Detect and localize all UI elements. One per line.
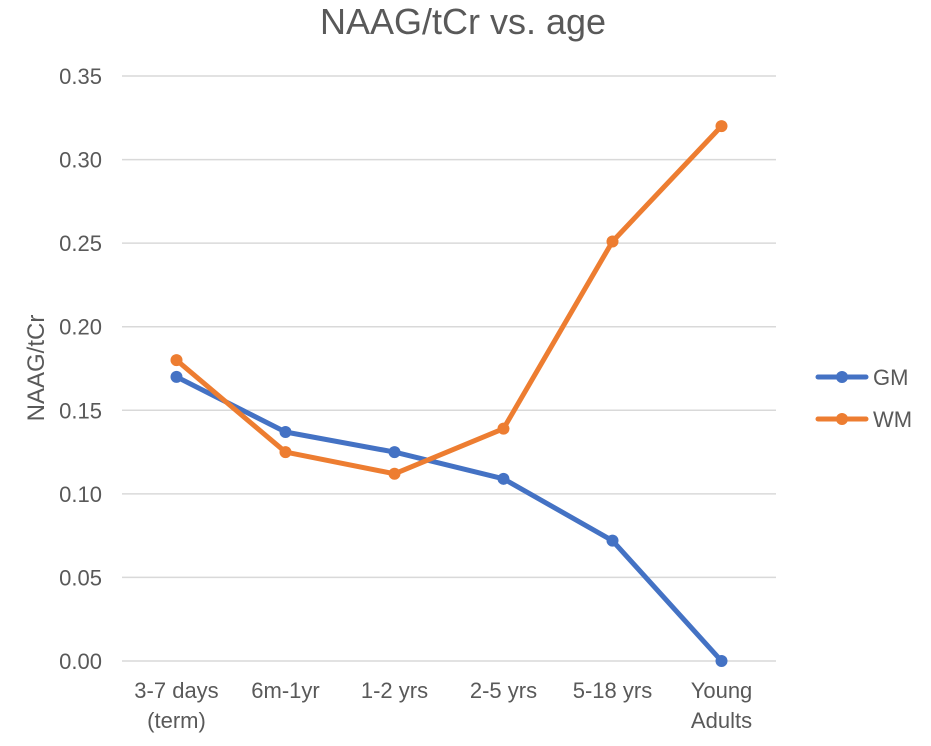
data-point-gm — [388, 446, 401, 459]
y-tick-label: 0.20 — [59, 315, 102, 340]
x-tick-label-line: 2-5 yrs — [470, 678, 537, 703]
series-line-wm — [174, 123, 724, 477]
y-tick-label: 0.30 — [59, 148, 102, 173]
x-tick-label: 2-5 yrs — [470, 678, 537, 703]
series-line-gm — [174, 374, 724, 664]
y-tick-label: 0.35 — [59, 64, 102, 89]
y-axis-ticks: 0.00 0.05 0.10 0.15 0.20 0.25 0.30 0.35 — [59, 64, 102, 674]
data-point-gm — [715, 655, 728, 667]
legend-marker-gm — [836, 371, 848, 383]
y-tick-label: 0.25 — [59, 231, 102, 256]
x-tick-label: 1-2 yrs — [361, 678, 428, 703]
x-axis-ticks: 3-7 days (term) 6m-1yr 1-2 yrs 2-5 yrs 5-18 y… — [134, 678, 752, 733]
data-point-gm — [170, 370, 183, 383]
x-tick-label-line: 3-7 days — [134, 678, 218, 703]
x-tick-label: 6m-1yr — [251, 678, 319, 703]
y-tick-label: 0.00 — [59, 649, 102, 674]
x-tick-label-line: 1-2 yrs — [361, 678, 428, 703]
x-tick-label: 3-7 days (term) — [134, 678, 218, 733]
data-point-wm — [715, 120, 728, 133]
x-tick-label: 5-18 yrs — [573, 678, 652, 703]
gridlines — [122, 75, 776, 662]
legend-label-gm: GM — [873, 365, 908, 390]
y-axis-label: NAAG/tCr — [23, 315, 50, 422]
data-point-gm — [606, 534, 619, 547]
x-tick-label-line: (term) — [147, 708, 206, 733]
y-tick-label: 0.05 — [59, 565, 102, 590]
x-tick-label-line: 6m-1yr — [251, 678, 319, 703]
chart-title: NAAG/tCr vs. age — [320, 1, 606, 42]
series-layer — [170, 120, 728, 667]
legend: GM WM — [815, 365, 912, 432]
data-point-wm — [170, 354, 183, 367]
x-tick-label: Young Adults — [691, 678, 753, 733]
data-point-gm — [279, 426, 292, 439]
x-tick-label-line: Young — [691, 678, 753, 703]
data-point-wm — [388, 467, 401, 480]
legend-marker-wm — [836, 413, 848, 425]
y-tick-label: 0.10 — [59, 482, 102, 507]
legend-label-wm: WM — [873, 407, 912, 432]
x-tick-label-line: Adults — [691, 708, 752, 733]
y-tick-label: 0.15 — [59, 398, 102, 423]
data-point-wm — [606, 235, 619, 248]
x-tick-label-line: 5-18 yrs — [573, 678, 652, 703]
data-point-wm — [497, 422, 510, 435]
data-point-gm — [497, 472, 510, 485]
data-point-wm — [279, 446, 292, 459]
